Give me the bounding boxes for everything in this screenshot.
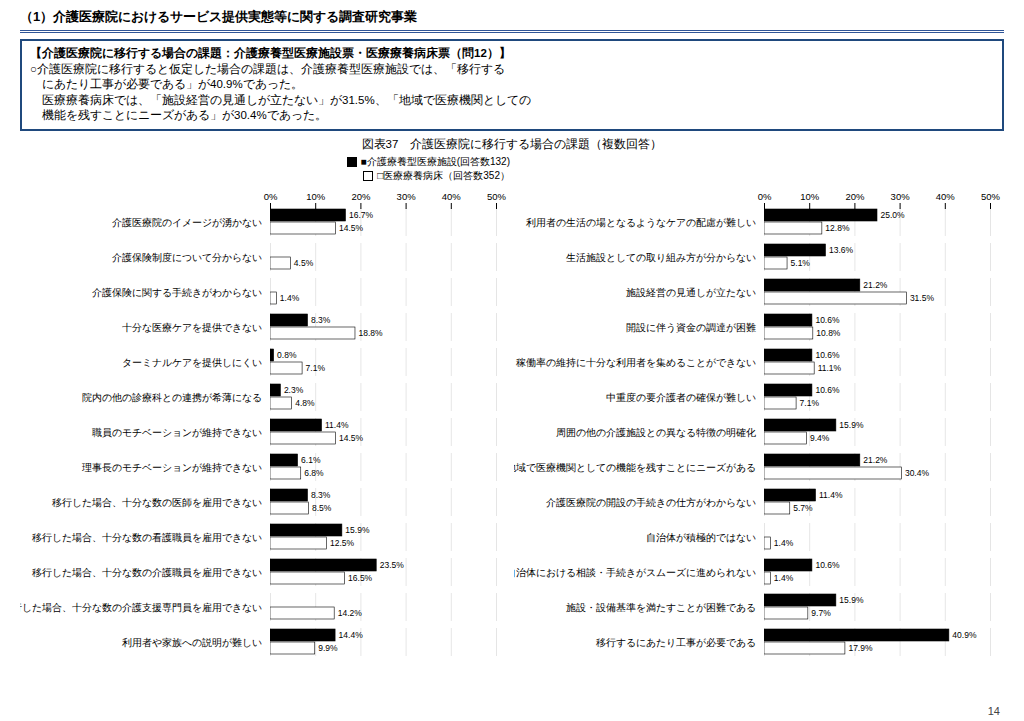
svg-text:18.8%: 18.8% [358,328,383,338]
svg-text:10.6%: 10.6% [815,560,840,570]
svg-text:移行するにあたり工事が必要である: 移行するにあたり工事が必要である [596,636,756,647]
svg-text:4.8%: 4.8% [295,398,315,408]
svg-text:10.6%: 10.6% [815,315,840,325]
svg-text:移行した場合、十分な数の看護職員を雇用できない: 移行した場合、十分な数の看護職員を雇用できない [32,531,262,542]
html-text:にあたり工事が必要である」が40.9%であった。: にあたり工事が必要である」が40.9%であった。 [30,78,303,90]
svg-text:16.5%: 16.5% [348,573,373,583]
svg-text:6.8%: 6.8% [304,468,324,478]
svg-text:10.6%: 10.6% [815,385,840,395]
svg-text:利用者や家族への説明が難しい: 利用者や家族への説明が難しい [122,636,262,647]
html-text:（1）介護医療院におけるサービス提供実態等に関する調査研究事: （1）介護医療院におけるサービス提供実態等に関する調査研究事業 [20,9,418,24]
html-text:図表37 介護医療院に移行する場合の課題（複数回答）: 図表37 介護医療院に移行する場合の課題（複数回答） [361,137,663,150]
svg-text:10%: 10% [306,190,326,201]
svg-text:施設・設備基準を満たすことが困難である: 施設・設備基準を満たすことが困難である [566,601,756,612]
svg-text:50%: 50% [487,190,507,201]
html-text:医療療養病床では、「施設経営の見通しが立たない」が31.5%: 医療療養病床では、「施設経営の見通しが立たない」が31.5%、「地域で医療機関と… [30,93,531,106]
svg-text:理事長のモチベーションが維持できない: 理事長のモチベーションが維持できない [82,461,262,472]
svg-text:移行した場合、十分な数の医師を雇用できない: 移行した場合、十分な数の医師を雇用できない [52,496,262,507]
svg-text:施設経営の見通しが立たない: 施設経営の見通しが立たない [626,286,756,297]
svg-text:稼働率の維持に十分な利用者を集めることができない: 稼働率の維持に十分な利用者を集めることができない [516,356,756,367]
svg-text:生活施設としての取り組み方が分からない: 生活施設としての取り組み方が分からない [566,251,756,262]
html-text:14: 14 [987,705,1000,717]
svg-text:15.9%: 15.9% [839,595,864,605]
svg-text:16.7%: 16.7% [349,210,374,220]
svg-text:15.9%: 15.9% [839,420,864,430]
svg-text:介護医療院の開設の手続きの仕方がわからない: 介護医療院の開設の手続きの仕方がわからない [546,496,756,507]
svg-text:50%: 50% [981,190,1001,201]
svg-text:介護保険制度について分からない: 介護保険制度について分からない [112,251,262,262]
svg-text:8.3%: 8.3% [311,490,331,500]
svg-text:ターミナルケアを提供しにくい: ターミナルケアを提供しにくい [122,356,262,367]
svg-text:40%: 40% [442,190,462,201]
svg-text:21.2%: 21.2% [863,455,888,465]
html-text:機能を残すことにニーズがある」が30.4%であった。: 機能を残すことにニーズがある」が30.4%であった。 [30,109,327,122]
svg-text:10.8%: 10.8% [816,328,841,338]
svg-text:12.5%: 12.5% [330,538,355,548]
svg-text:7.1%: 7.1% [800,398,820,408]
svg-text:10.6%: 10.6% [815,350,840,360]
svg-text:10%: 10% [800,190,820,201]
svg-text:自治体が積極的ではない: 自治体が積極的ではない [646,531,756,542]
svg-text:9.9%: 9.9% [318,643,338,653]
svg-text:14.4%: 14.4% [339,630,364,640]
svg-text:1.4%: 1.4% [774,573,794,583]
svg-text:30%: 30% [891,190,911,201]
svg-text:11.4%: 11.4% [325,420,349,430]
svg-text:介護保険に関する手続きがわからない: 介護保険に関する手続きがわからない [92,286,262,297]
html-text:【介護医療院に移行する場合の課題：介護療養型医療施設票・医療: 【介護医療院に移行する場合の課題：介護療養型医療施設票・医療療養病床票（問12）… [30,47,511,59]
svg-text:地域で医療機関としての機能を残すことにニーズがある: 地域で医療機関としての機能を残すことにニーズがある [514,461,756,472]
svg-text:14.5%: 14.5% [339,433,364,443]
svg-text:17.9%: 17.9% [848,643,873,653]
svg-text:40.9%: 40.9% [952,630,977,640]
svg-text:開設に伴う資金の調達が困難: 開設に伴う資金の調達が困難 [626,321,756,332]
svg-text:31.5%: 31.5% [910,293,935,303]
html-text:■介護療養型医療施設(回答数132): ■介護療養型医療施設(回答数132) [360,155,510,167]
svg-text:30%: 30% [397,190,417,201]
svg-text:30.4%: 30.4% [905,468,930,478]
svg-text:14.5%: 14.5% [339,223,364,233]
svg-text:院内の他の診療科との連携が希薄になる: 院内の他の診療科との連携が希薄になる [82,391,262,402]
svg-text:14.2%: 14.2% [338,608,363,618]
svg-text:23.5%: 23.5% [380,560,405,570]
svg-text:8.5%: 8.5% [312,503,332,513]
svg-text:20%: 20% [845,190,865,201]
svg-text:0%: 0% [758,190,772,201]
svg-text:5.7%: 5.7% [793,503,813,513]
html-text:○介護医療院に移行すると仮定した場合の課題は、介護療養型医療: ○介護医療院に移行すると仮定した場合の課題は、介護療養型医療施設では、「移行する [30,62,505,75]
svg-text:利用者の生活の場となるようなケアの配慮が難しい: 利用者の生活の場となるようなケアの配慮が難しい [526,216,756,227]
svg-text:移行した場合、十分な数の介護職員を雇用できない: 移行した場合、十分な数の介護職員を雇用できない [32,566,262,577]
svg-text:十分な医療ケアを提供できない: 十分な医療ケアを提供できない [122,321,262,332]
html-text:□医療療養病床（回答数352）: □医療療養病床（回答数352） [377,169,510,181]
svg-text:11.4%: 11.4% [819,490,843,500]
svg-text:0.8%: 0.8% [277,350,297,360]
svg-text:5.1%: 5.1% [791,258,811,268]
svg-text:21.2%: 21.2% [863,280,888,290]
svg-text:周囲の他の介護施設との異なる特徴の明確化: 周囲の他の介護施設との異なる特徴の明確化 [556,426,756,437]
svg-text:介護医療院のイメージが湧かない: 介護医療院のイメージが湧かない [112,216,262,227]
svg-text:6.1%: 6.1% [301,455,321,465]
svg-text:移行した場合、十分な数の介護支援専門員を雇用できない: 移行した場合、十分な数の介護支援専門員を雇用できない [20,601,262,612]
svg-text:自治体における相談・手続きがスムーズに進められない: 自治体における相談・手続きがスムーズに進められない [514,566,756,577]
svg-text:中重度の要介護者の確保が難しい: 中重度の要介護者の確保が難しい [606,391,756,402]
svg-text:7.1%: 7.1% [306,363,326,373]
svg-text:11.1%: 11.1% [818,363,842,373]
svg-text:1.4%: 1.4% [280,293,300,303]
svg-text:2.3%: 2.3% [284,385,304,395]
svg-text:0%: 0% [264,190,278,201]
svg-text:40%: 40% [936,190,956,201]
svg-text:12.8%: 12.8% [825,223,850,233]
svg-text:4.5%: 4.5% [294,258,314,268]
svg-text:職員のモチベーションが維持できない: 職員のモチベーションが維持できない [92,426,262,437]
svg-text:15.9%: 15.9% [345,525,370,535]
svg-text:9.7%: 9.7% [811,608,831,618]
svg-text:8.3%: 8.3% [311,315,331,325]
svg-text:13.6%: 13.6% [829,245,854,255]
svg-text:20%: 20% [351,190,371,201]
svg-text:1.4%: 1.4% [774,538,794,548]
svg-text:25.0%: 25.0% [881,210,906,220]
svg-text:9.4%: 9.4% [810,433,830,443]
